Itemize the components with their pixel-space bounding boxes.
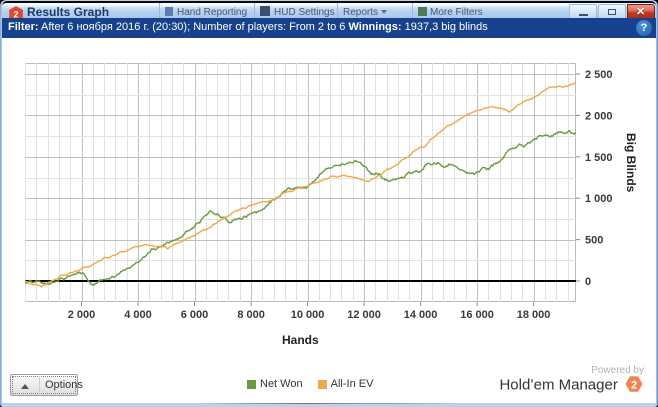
svg-text:14 000: 14 000: [404, 309, 438, 321]
svg-text:16 000: 16 000: [460, 309, 494, 321]
svg-text:500: 500: [585, 235, 603, 247]
svg-text:2 000: 2 000: [585, 110, 613, 122]
svg-text:2 500: 2 500: [585, 69, 613, 81]
svg-text:1 500: 1 500: [585, 152, 613, 164]
svg-text:10 000: 10 000: [291, 309, 325, 321]
svg-text:2 000: 2 000: [68, 309, 96, 321]
svg-text:6 000: 6 000: [181, 309, 209, 321]
svg-text:8 000: 8 000: [237, 309, 265, 321]
svg-text:12 000: 12 000: [347, 309, 381, 321]
svg-text:0: 0: [585, 276, 591, 288]
svg-text:1 000: 1 000: [585, 193, 613, 205]
svg-text:4 000: 4 000: [124, 309, 152, 321]
svg-text:2: 2: [631, 379, 637, 391]
svg-text:18 000: 18 000: [517, 309, 551, 321]
